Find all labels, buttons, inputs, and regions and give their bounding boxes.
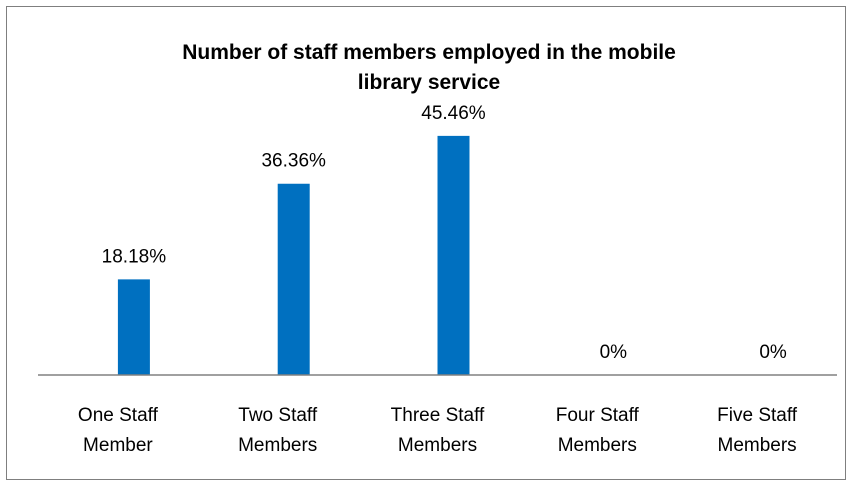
bar-1 bbox=[117, 279, 150, 375]
category-label-1-line-2: Member bbox=[83, 435, 153, 456]
data-label-3: 45.46% bbox=[421, 103, 486, 124]
bar-chart: Number of staff members employed in the … bbox=[38, 41, 837, 456]
category-label-4-line-1: Four Staff bbox=[556, 405, 640, 426]
bar-2 bbox=[277, 183, 310, 375]
data-label-2: 36.36% bbox=[261, 151, 326, 172]
bars-layer bbox=[117, 135, 470, 375]
data-label-4: 0% bbox=[600, 342, 628, 363]
chart-title-line-1: Number of staff members employed in the … bbox=[182, 41, 676, 64]
category-label-2-line-2: Members bbox=[238, 435, 317, 456]
category-label-5-line-1: Five Staff bbox=[717, 405, 798, 426]
data-label-5: 0% bbox=[759, 342, 787, 363]
category-label-3-line-2: Members bbox=[398, 435, 477, 456]
labels-layer: 18.18% One Staff Member 36.36% Two Staff Memb… bbox=[78, 103, 798, 456]
category-label-2-line-1: Two Staff bbox=[238, 405, 318, 426]
bar-3 bbox=[437, 135, 470, 375]
category-label-1-line-1: One Staff bbox=[78, 405, 159, 426]
category-label-5-line-2: Members bbox=[718, 435, 797, 456]
category-label-3-line-1: Three Staff bbox=[391, 405, 485, 426]
category-label-4-line-2: Members bbox=[558, 435, 637, 456]
chart-frame: Number of staff members employed in the … bbox=[6, 6, 846, 480]
chart-title-line-2: library service bbox=[358, 71, 500, 94]
data-label-1: 18.18% bbox=[102, 246, 167, 267]
